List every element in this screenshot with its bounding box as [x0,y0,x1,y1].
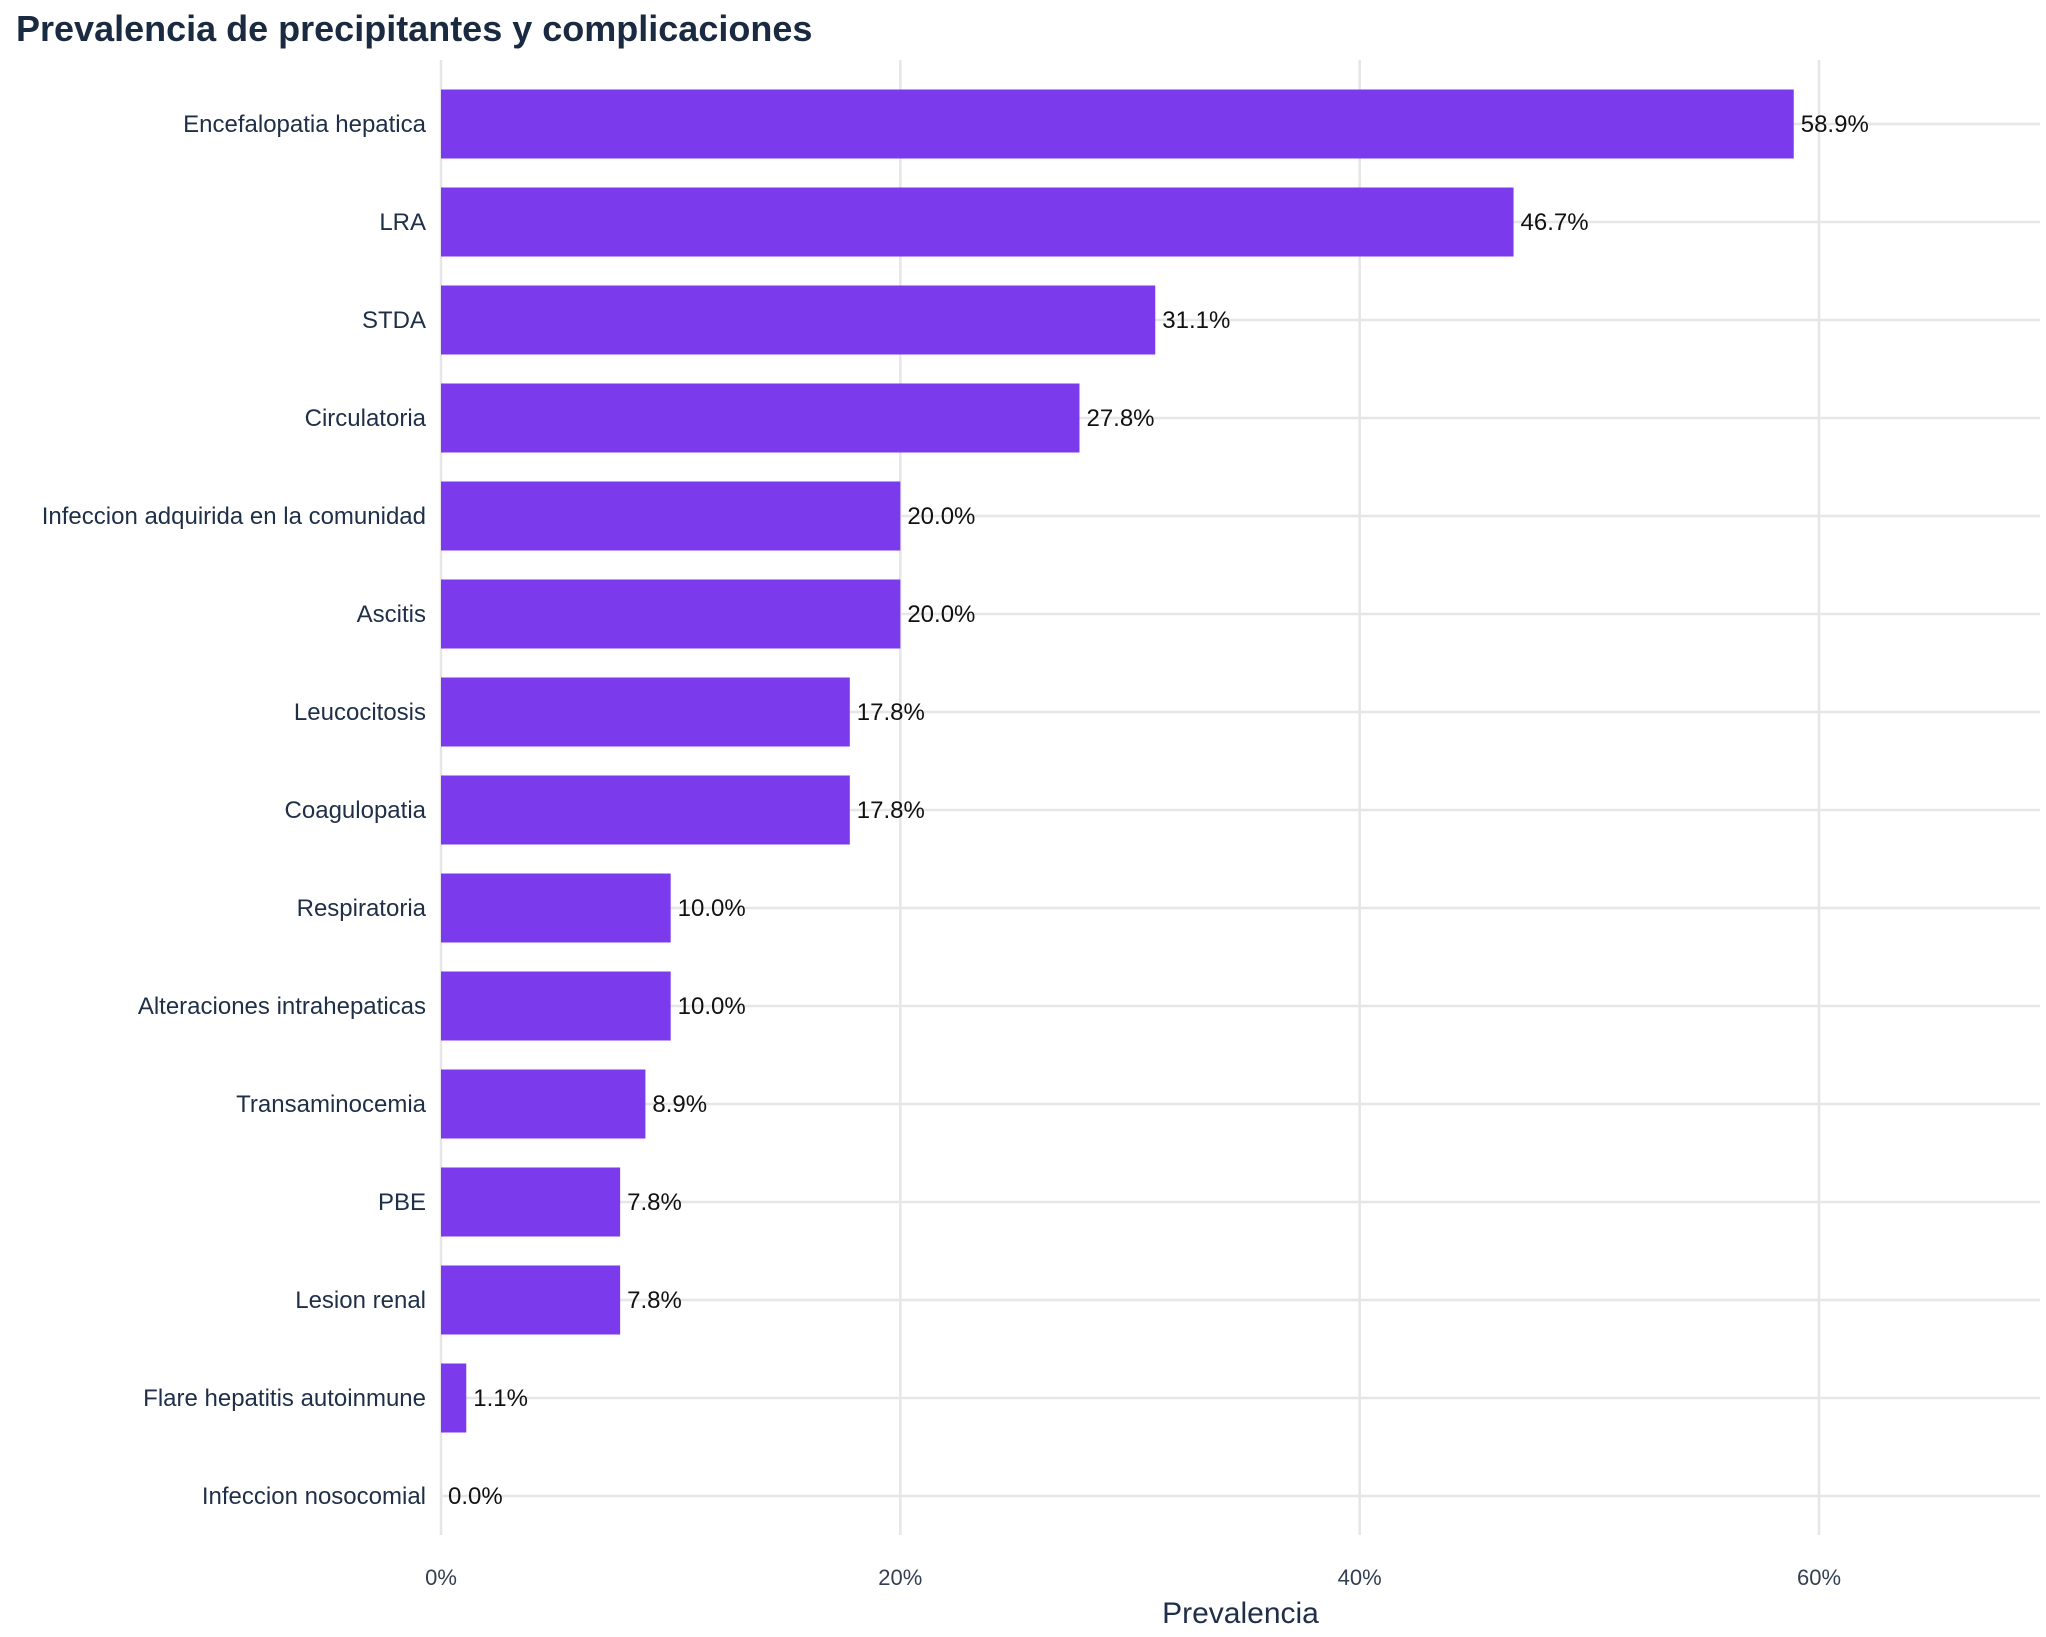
x-axis-title: Prevalencia [1162,1597,1319,1630]
value-label: 8.9% [652,1091,707,1118]
x-tick-label: 0% [425,1565,457,1590]
bar [441,677,850,747]
category-label: LRA [379,209,426,236]
value-label: 20.0% [907,503,975,530]
category-label: Flare hepatitis autoinmune [143,1385,426,1412]
category-label: PBE [378,1189,426,1216]
category-label: Lesion renal [295,1287,426,1314]
value-label: 46.7% [1521,209,1589,236]
bar [441,579,901,649]
bar [441,89,1794,159]
value-label: 27.8% [1086,405,1154,432]
category-label: Leucocitosis [294,699,426,726]
category-label: Coagulopatia [285,797,427,824]
x-tick-label: 60% [1797,1565,1841,1590]
category-label: Infeccion nosocomial [202,1483,426,1510]
bar-layer [441,89,1794,1433]
bar [441,775,850,845]
bar [441,1363,467,1433]
value-label: 7.8% [627,1287,682,1314]
value-label: 10.0% [678,993,746,1020]
value-label: 20.0% [907,601,975,628]
category-label: Transaminocemia [236,1091,426,1118]
value-label: 31.1% [1162,307,1230,334]
bar [441,1069,646,1139]
category-label: Alteraciones intrahepaticas [138,993,426,1020]
x-tick-label: 40% [1338,1565,1382,1590]
bar [441,873,671,943]
x-tick-label: 20% [878,1565,922,1590]
category-label: Respiratoria [297,895,427,922]
value-label: 17.8% [857,797,925,824]
bar [441,1167,621,1237]
category-label: Circulatoria [305,405,427,432]
value-label: 0.0% [448,1483,503,1510]
bar [441,285,1156,355]
value-label: 58.9% [1801,111,1869,138]
category-label: Infeccion adquirida en la comunidad [42,503,426,530]
value-label: 17.8% [857,699,925,726]
value-label: 1.1% [473,1385,528,1412]
bar [441,187,1514,257]
bar [441,971,671,1041]
label-layer: 0% 20% 40% 60% Encefalopatia hepatica 58.9% LR… [42,111,1869,1590]
chart-title: Prevalencia de precipitantes y complicac… [16,8,813,49]
value-label: 7.8% [627,1189,682,1216]
bar [441,383,1080,453]
value-label: 10.0% [678,895,746,922]
category-label: STDA [362,307,426,334]
bar [441,1265,621,1335]
bar [441,481,901,551]
category-label: Encefalopatia hepatica [183,111,427,138]
category-label: Ascitis [357,601,426,628]
